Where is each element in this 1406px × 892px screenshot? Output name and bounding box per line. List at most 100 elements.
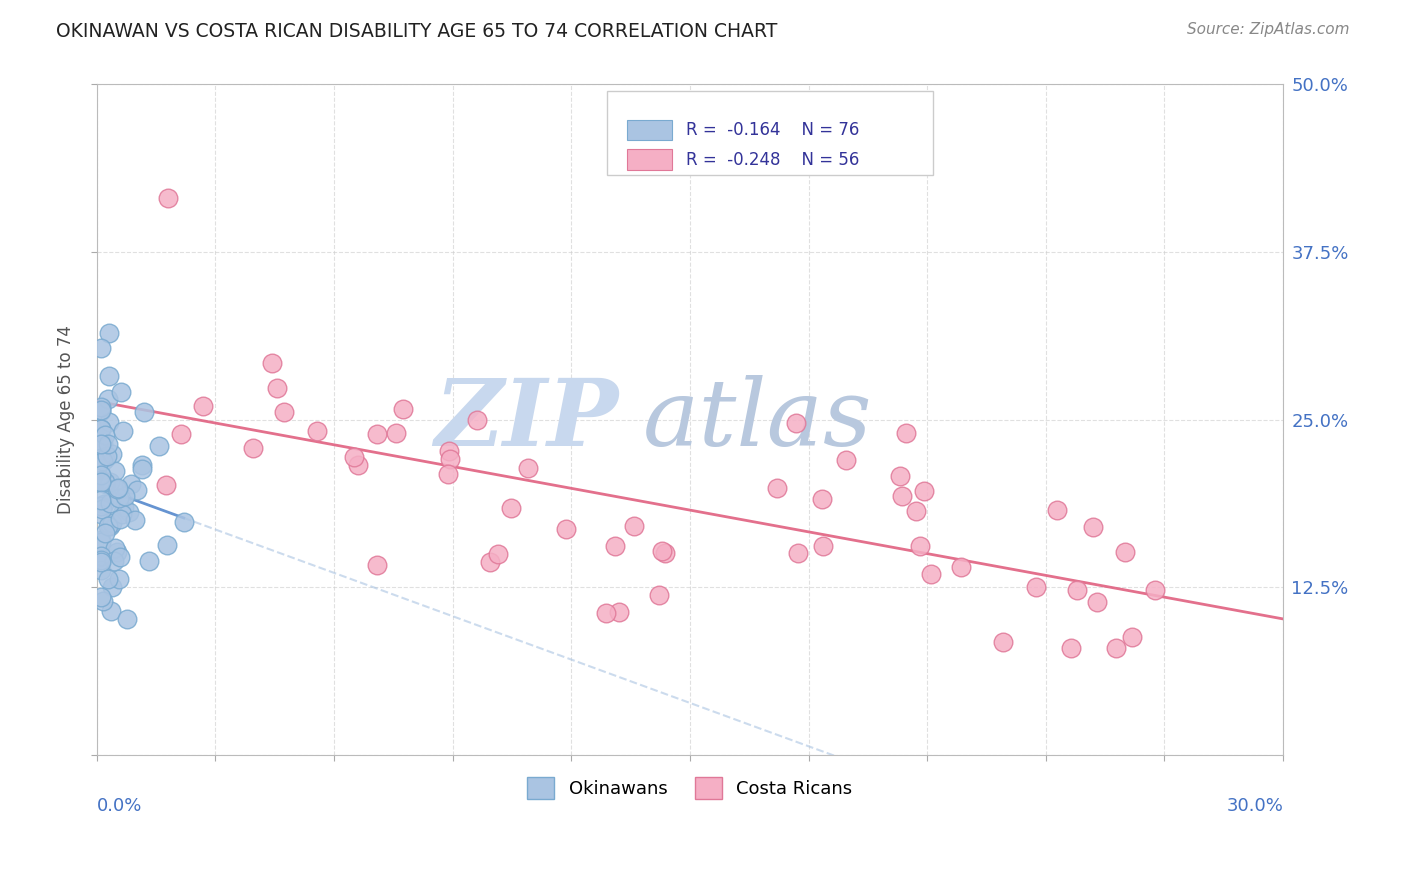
Point <box>117 612 139 626</box>
Point <box>91 452 114 467</box>
Point <box>90 475 112 489</box>
Point <box>465 412 488 426</box>
Point <box>93 452 115 467</box>
Point <box>173 515 195 529</box>
Point <box>595 606 617 620</box>
Point <box>1114 545 1136 559</box>
Point <box>93 497 115 511</box>
Point <box>111 507 134 521</box>
Text: OKINAWAN VS COSTA RICAN DISABILITY AGE 65 TO 74 CORRELATION CHART: OKINAWAN VS COSTA RICAN DISABILITY AGE 6… <box>56 22 778 41</box>
Point <box>104 464 127 478</box>
Point <box>346 458 368 472</box>
Point <box>90 467 112 481</box>
Point <box>93 454 115 468</box>
Text: ZIP: ZIP <box>434 375 619 465</box>
Point <box>98 496 121 510</box>
Point <box>392 402 415 417</box>
Point <box>155 478 177 492</box>
FancyBboxPatch shape <box>607 91 934 175</box>
Point <box>91 594 114 608</box>
Point <box>124 513 146 527</box>
Text: atlas: atlas <box>643 375 872 465</box>
Point <box>949 560 972 574</box>
Point <box>114 489 136 503</box>
Point <box>787 546 810 560</box>
Point <box>437 444 460 458</box>
Point <box>554 522 576 536</box>
Point <box>273 405 295 419</box>
Point <box>90 402 112 417</box>
Y-axis label: Disability Age 65 to 74: Disability Age 65 to 74 <box>58 326 75 514</box>
Point <box>107 491 129 505</box>
Point <box>90 534 112 549</box>
Point <box>90 553 112 567</box>
Point <box>1045 502 1067 516</box>
Point <box>90 451 112 466</box>
Point <box>1025 580 1047 594</box>
Point <box>97 519 120 533</box>
Point <box>904 504 927 518</box>
Point <box>90 436 112 450</box>
Point <box>108 572 131 586</box>
Point <box>90 549 112 564</box>
Point <box>889 468 911 483</box>
Point <box>479 555 502 569</box>
Point <box>90 590 112 604</box>
Point <box>908 539 931 553</box>
Point <box>96 449 118 463</box>
Point <box>366 427 388 442</box>
Point <box>98 518 121 533</box>
Point <box>138 554 160 568</box>
Point <box>891 490 914 504</box>
Point <box>343 450 366 465</box>
Point <box>125 483 148 498</box>
Point <box>90 422 112 436</box>
Point <box>439 452 461 467</box>
Point <box>108 550 131 565</box>
Point <box>98 415 121 429</box>
Point <box>97 326 120 340</box>
Point <box>894 426 917 441</box>
Point <box>437 467 460 482</box>
Point <box>97 392 120 407</box>
Point <box>366 558 388 573</box>
Point <box>101 580 124 594</box>
Point <box>623 519 645 533</box>
Point <box>148 439 170 453</box>
Point <box>98 475 121 489</box>
Point <box>93 437 115 451</box>
Text: 30.0%: 30.0% <box>1226 797 1284 814</box>
Point <box>131 462 153 476</box>
Point <box>262 356 284 370</box>
Point <box>811 539 834 553</box>
Point <box>385 425 408 440</box>
Point <box>191 399 214 413</box>
Text: R =  -0.164    N = 76: R = -0.164 N = 76 <box>686 121 859 139</box>
Point <box>785 417 807 431</box>
Point <box>90 468 112 483</box>
Point <box>90 473 112 487</box>
Point <box>90 493 112 508</box>
Point <box>91 502 114 516</box>
Point <box>90 401 112 415</box>
Point <box>170 427 193 442</box>
Point <box>90 404 112 418</box>
Point <box>90 499 112 513</box>
Point <box>107 481 129 495</box>
Point <box>90 507 112 521</box>
Point <box>835 452 858 467</box>
Point <box>266 380 288 394</box>
Point <box>112 500 135 515</box>
Point <box>90 341 112 355</box>
Point <box>242 441 264 455</box>
Point <box>105 545 128 559</box>
FancyBboxPatch shape <box>627 150 672 169</box>
Point <box>516 461 538 475</box>
Point <box>97 572 120 586</box>
Point <box>609 605 631 619</box>
Point <box>1060 640 1083 655</box>
Point <box>103 554 125 568</box>
Point <box>912 483 935 498</box>
Point <box>118 505 141 519</box>
Point <box>1121 630 1143 644</box>
